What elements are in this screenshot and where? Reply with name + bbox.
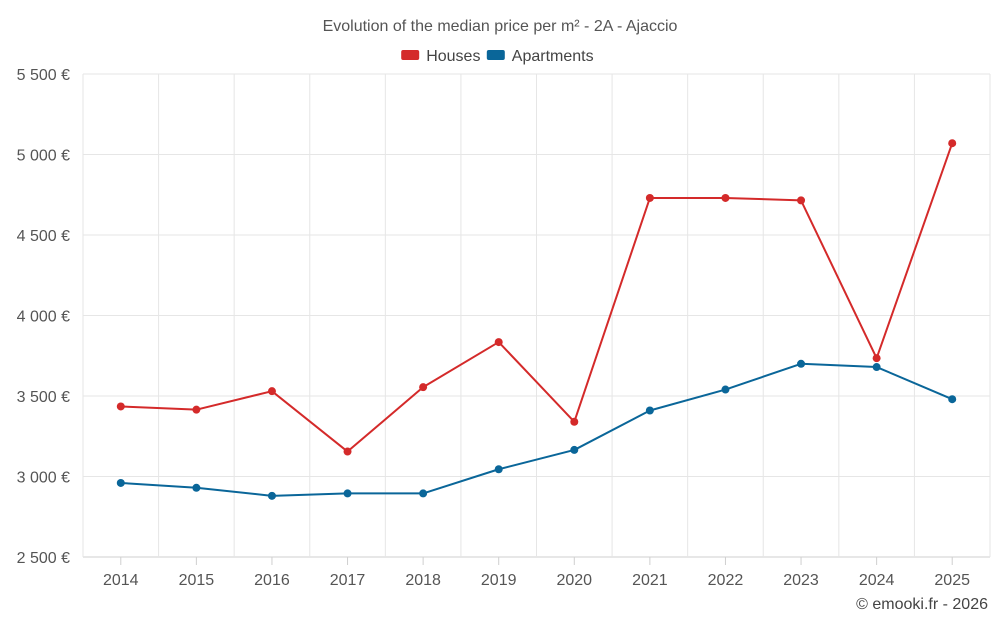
x-tick-label: 2021 — [632, 572, 668, 589]
series-layer — [116, 139, 957, 500]
x-axis: 2014 2015 2016 2017 2018 2019 2020 2021 2022 2023… — [103, 557, 970, 589]
data-point-apartments — [116, 478, 125, 487]
data-point-houses — [721, 193, 730, 202]
data-point-houses — [494, 338, 503, 347]
x-tick-label: 2019 — [481, 572, 517, 589]
legend-label: Houses — [426, 48, 480, 65]
data-point-apartments — [494, 465, 503, 474]
data-point-houses — [419, 383, 428, 392]
y-tick-label: 4 500 € — [17, 228, 70, 245]
x-tick-label: 2017 — [330, 572, 366, 589]
data-point-houses — [116, 402, 125, 411]
data-point-apartments — [267, 491, 276, 500]
data-point-houses — [872, 354, 881, 363]
y-tick-label: 2 500 € — [17, 550, 70, 567]
data-point-apartments — [797, 359, 806, 368]
data-point-apartments — [721, 385, 730, 394]
data-point-houses — [267, 387, 276, 396]
x-tick-label: 2024 — [859, 572, 895, 589]
data-point-apartments — [645, 406, 654, 415]
data-point-apartments — [343, 489, 352, 498]
series-line-houses — [120, 142, 954, 453]
x-tick-label: 2022 — [708, 572, 744, 589]
chart-title: Evolution of the median price per m² - 2… — [323, 18, 678, 35]
data-point-houses — [948, 139, 957, 148]
y-tick-label: 5 000 € — [17, 148, 70, 165]
data-point-houses — [797, 196, 806, 205]
grid — [82, 73, 991, 558]
data-point-apartments — [948, 395, 957, 404]
data-point-houses — [192, 405, 201, 414]
data-point-houses — [343, 447, 352, 456]
x-tick-label: 2018 — [405, 572, 441, 589]
x-tick-label: 2025 — [934, 572, 970, 589]
y-tick-label: 3 000 € — [17, 470, 70, 487]
x-tick-label: 2016 — [254, 572, 290, 589]
x-tick-label: 2014 — [103, 572, 139, 589]
legend: Houses Apartments — [401, 48, 594, 65]
y-tick-label: 3 500 € — [17, 389, 70, 406]
data-point-houses — [570, 417, 579, 426]
data-point-apartments — [872, 363, 881, 372]
y-axis: 2 500 € 3 000 € 3 500 € 4 000 € 4 500 € 5 000… — [17, 67, 70, 567]
data-point-houses — [645, 193, 654, 202]
legend-swatch — [401, 50, 420, 60]
legend-item-houses[interactable]: Houses — [401, 48, 480, 65]
x-tick-label: 2015 — [179, 572, 215, 589]
legend-swatch — [486, 50, 505, 60]
data-point-apartments — [419, 489, 428, 498]
x-tick-label: 2020 — [556, 572, 592, 589]
legend-item-apartments[interactable]: Apartments — [486, 48, 594, 65]
series-line-apartments — [120, 362, 953, 497]
y-tick-label: 4 000 € — [17, 309, 70, 326]
credit-text: © emooki.fr - 2026 — [856, 596, 988, 613]
legend-label: Apartments — [512, 48, 594, 65]
x-tick-label: 2023 — [783, 572, 819, 589]
data-point-apartments — [570, 445, 579, 454]
data-point-apartments — [192, 483, 201, 492]
y-tick-label: 5 500 € — [17, 67, 70, 84]
